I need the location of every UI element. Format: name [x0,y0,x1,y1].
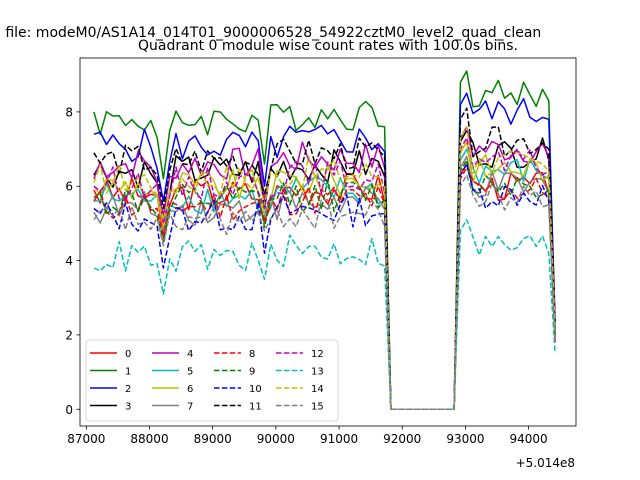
y-tick-label: 4 [65,254,73,268]
series-lines [93,70,556,411]
y-axis: 0 2 4 6 8 [65,105,80,417]
legend-label-6: 6 [187,384,193,395]
series-line-2 [93,92,556,411]
series-line-7 [93,155,556,411]
series-line-4 [93,126,556,411]
legend-label-12: 12 [311,349,324,360]
x-tick-label: 90000 [257,432,295,446]
legend-label-13: 13 [311,367,324,378]
legend-label-3: 3 [125,402,131,413]
series-line-15 [93,174,556,411]
x-tick-label: 88000 [130,432,168,446]
series-line-8 [93,166,556,411]
series-line-9 [93,159,556,411]
x-axis: 87000 88000 89000 90000 91000 92000 93000 94000 [67,426,548,446]
x-axis-offset-label: +5.014e8 [516,456,575,470]
plot-area [79,57,577,427]
x-tick-label: 93000 [446,432,484,446]
series-line-5 [93,148,556,411]
legend-label-10: 10 [249,384,262,395]
figure-suptitle: n file: modeM0/AS1A14_014T01_9000006528_… [0,25,541,41]
legend-label-0: 0 [125,349,131,360]
series-line-10 [93,163,556,411]
legend-label-8: 8 [249,349,255,360]
legend-label-4: 4 [187,349,193,360]
legend-label-14: 14 [311,384,324,395]
axes-frame [79,57,577,427]
legend-label-9: 9 [249,367,255,378]
legend-label-7: 7 [187,402,193,413]
y-tick-label: 0 [65,403,73,417]
legend-label-15: 15 [311,402,324,413]
x-tick-label: 92000 [383,432,421,446]
series-line-12 [93,137,556,411]
y-tick-label: 8 [65,105,73,119]
series-line-13 [93,218,556,411]
x-tick-label: 87000 [67,432,105,446]
y-tick-label: 2 [65,328,73,342]
legend-label-1: 1 [125,367,131,378]
y-tick-label: 6 [65,180,73,194]
legend-box [85,339,339,422]
legend-label-11: 11 [249,402,262,413]
series-line-11 [93,107,556,411]
series-line-1 [93,70,556,411]
x-tick-label: 91000 [320,432,358,446]
x-tick-label: 89000 [194,432,232,446]
legend-label-5: 5 [187,367,193,378]
legend-label-2: 2 [125,384,131,395]
x-tick-label: 94000 [510,432,548,446]
chart-title: Quadrant 0 module wise count rates with … [138,38,518,54]
